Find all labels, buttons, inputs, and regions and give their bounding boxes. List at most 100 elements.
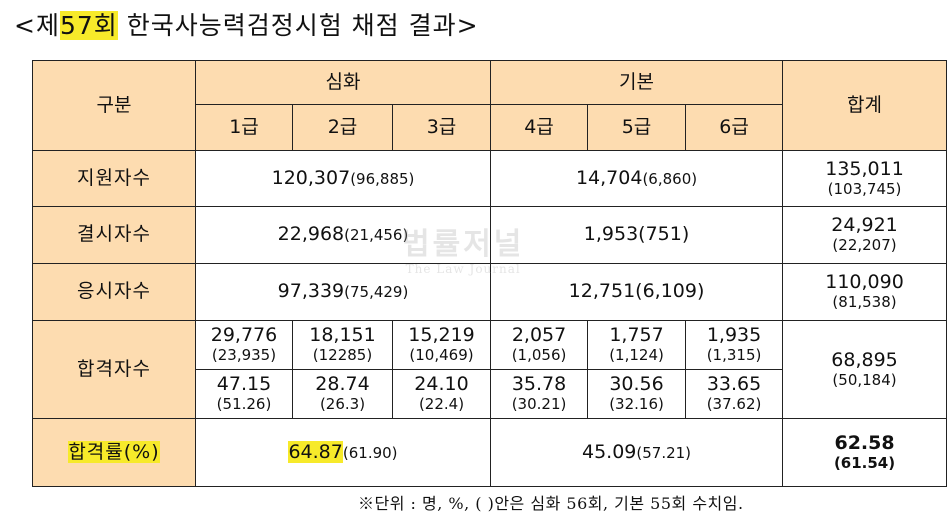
passers-rate-4-prev: (30.21) [511, 395, 567, 414]
passers-rate-3: 24.10 (22.4) [391, 369, 492, 419]
absentees-advanced-prev: (21,456) [344, 226, 409, 245]
applicants-advanced: 120,307(96,885) [194, 150, 492, 207]
passers-count-4-prev: (1,056) [511, 346, 567, 365]
header-grade-5: 5급 [587, 104, 687, 151]
title-rest: 한국사능력검정시험 채점 결과> [117, 11, 479, 40]
row-label-passers: 합격자수 [32, 320, 196, 419]
passers-count-6-value: 1,935 [706, 324, 762, 347]
passers-count-5-value: 1,757 [609, 324, 664, 347]
title-prefix: <제 [14, 11, 60, 40]
row-passers-counts: 합격자수 29,776 (23,935) 18,151 (12285) 15,219… [32, 320, 948, 419]
absentees-total-prev: (22,207) [832, 236, 897, 255]
passers-count-2-value: 18,151 [309, 324, 376, 347]
applicants-advanced-prev: (96,885) [350, 169, 415, 188]
passers-rate-5-prev: (32.16) [609, 395, 664, 414]
header-grade-1: 1급 [195, 104, 293, 151]
examinees-basic-value: 12,751 [568, 280, 636, 303]
passers-rate-6: 33.65 (37.62) [685, 369, 784, 419]
pass-rate-basic: 45.09(57.21) [490, 418, 784, 487]
applicants-advanced-value: 120,307 [271, 166, 351, 189]
examinees-advanced: 97,339(75,429) [194, 263, 492, 321]
row-passers-rates: 47.15 (51.26) 28.74 (26.3) 24.10 (22.4) 35.… [33, 369, 947, 419]
examinees-advanced-prev: (75,429) [344, 283, 409, 302]
passers-rate-2-prev: (26.3) [319, 395, 366, 414]
row-label-pass-rate: 합격률(%) [32, 418, 196, 487]
examinees-total: 110,090 (81,538) [782, 263, 948, 321]
applicants-basic: 14,704(6,860) [490, 150, 784, 207]
pass-rate-advanced-value: 64.87 [288, 440, 343, 463]
passers-total-value: 68,895 [831, 348, 898, 371]
header-grade-2: 2급 [292, 104, 393, 151]
row-pass-rate: 합격률(%) 64.87(61.90) 45.09(57.21) 62.58 (6… [32, 418, 948, 487]
pass-rate-total-prev: (61.54) [833, 453, 896, 472]
row-label-absentees: 결시자수 [32, 206, 196, 264]
passers-rate-3-value: 24.10 [414, 373, 469, 396]
passers-rate-1: 47.15 (51.26) [195, 369, 293, 419]
passers-rate-4: 35.78 (30.21) [490, 369, 589, 419]
passers-total-prev: (50,184) [832, 370, 897, 389]
passers-count-1: 29,776 (23,935) [195, 320, 293, 370]
passers-rate-3-prev: (22.4) [418, 395, 465, 414]
passers-count-1-value: 29,776 [210, 324, 278, 347]
passers-rate-6-value: 33.65 [706, 373, 762, 396]
header-grade-6: 6급 [685, 104, 784, 151]
passers-count-3-prev: (10,469) [409, 346, 474, 365]
page-title: <제57회 한국사능력검정시험 채점 결과> [14, 6, 479, 46]
passers-count-5-prev: (1,124) [609, 346, 664, 365]
applicants-total: 135,011 (103,745) [782, 150, 948, 207]
passers-count-5: 1,757 (1,124) [587, 320, 687, 370]
header-grade-4: 4급 [490, 104, 589, 151]
pass-rate-basic-prev: (57.21) [636, 443, 692, 462]
passers-count-1-prev: (23,935) [211, 346, 277, 365]
passers-count-2: 18,151 (12285) [292, 320, 393, 370]
passers-count-4-value: 2,057 [511, 324, 567, 347]
header-category: 구분 [32, 60, 196, 151]
header-basic: 기본 [490, 60, 784, 105]
passers-count-4: 2,057 (1,056) [490, 320, 589, 370]
examinees-total-prev: (81,538) [832, 293, 897, 312]
absentees-basic-prev: (751) [638, 223, 690, 246]
pass-rate-advanced: 64.87(61.90) [194, 418, 492, 487]
passers-rate-1-prev: (51.26) [216, 395, 272, 414]
pass-rate-label-highlight: 합격률(%) [68, 440, 160, 463]
title-round-highlight: 57회 [59, 11, 118, 40]
passers-rate-5: 30.56 (32.16) [587, 369, 687, 419]
absentees-basic: 1,953(751) [490, 206, 784, 264]
passers-rate-5-value: 30.56 [609, 373, 664, 396]
passers-rate-6-prev: (37.62) [706, 395, 762, 414]
pass-rate-basic-value: 45.09 [581, 440, 637, 463]
applicants-total-prev: (103,745) [827, 179, 902, 198]
row-label-applicants: 지원자수 [32, 150, 196, 207]
passers-count-6-prev: (1,315) [706, 346, 762, 365]
header-advanced: 심화 [194, 60, 492, 105]
absentees-advanced: 22,968(21,456) [194, 206, 492, 264]
passers-count-6: 1,935 (1,315) [685, 320, 784, 370]
header-grade-3: 3급 [391, 104, 492, 151]
absentees-total: 24,921 (22,207) [782, 206, 948, 264]
applicants-basic-prev: (6,860) [642, 169, 698, 188]
header-total: 합계 [782, 60, 948, 151]
examinees-advanced-value: 97,339 [277, 280, 345, 303]
row-label-examinees: 응시자수 [32, 263, 196, 321]
row-applicants: 지원자수 120,307(96,885) 14,704(6,860) 135,0… [32, 150, 948, 207]
pass-rate-total: 62.58 (61.54) [782, 418, 948, 487]
pass-rate-advanced-prev: (61.90) [342, 443, 398, 462]
applicants-basic-value: 14,704 [575, 166, 643, 189]
absentees-basic-value: 1,953 [583, 223, 639, 246]
passers-rate-2: 28.74 (26.3) [292, 369, 393, 419]
applicants-total-value: 135,011 [825, 157, 904, 180]
examinees-total-value: 110,090 [825, 271, 904, 294]
absentees-advanced-value: 22,968 [277, 223, 345, 246]
passers-rate-2-value: 28.74 [315, 373, 370, 396]
passers-rate-1-value: 47.15 [216, 373, 272, 396]
examinees-basic-prev: (6,109) [635, 280, 705, 303]
footnote: ※단위 : 명, %, ( )안은 심화 56회, 기본 55회 수치임. [358, 494, 744, 513]
row-absentees: 결시자수 22,968(21,456) 1,953(751) 24,921 (22… [32, 206, 948, 264]
passers-total: 68,895 (50,184) [782, 320, 948, 419]
passers-rate-4-value: 35.78 [511, 373, 567, 396]
passers-count-2-prev: (12285) [312, 346, 373, 365]
passers-count-3-value: 15,219 [408, 324, 475, 347]
row-examinees: 응시자수 97,339(75,429) 12,751(6,109) 110,09… [32, 263, 948, 321]
passers-count-3: 15,219 (10,469) [391, 320, 492, 370]
absentees-total-value: 24,921 [831, 214, 898, 237]
